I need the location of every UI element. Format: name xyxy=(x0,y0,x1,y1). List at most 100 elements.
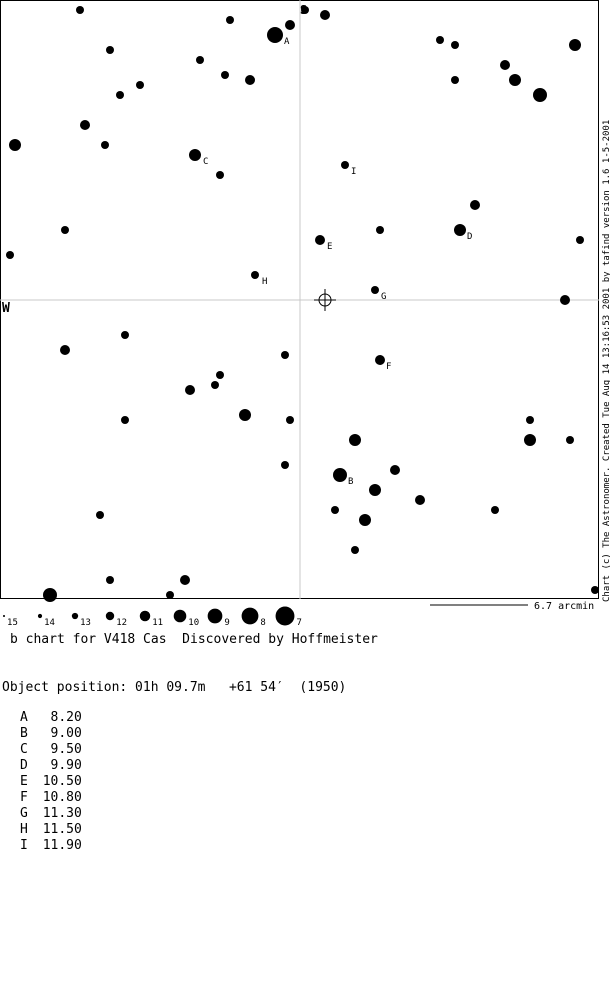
sequence-star-id: H xyxy=(20,822,28,837)
sequence-row: B 9.00 xyxy=(20,726,82,742)
field-star xyxy=(211,381,219,389)
field-star xyxy=(359,514,371,526)
magnitude-scale-dot xyxy=(241,607,259,625)
magnitude-scale-label: 14 xyxy=(44,618,55,628)
star-labels: A B C D E F G H I xyxy=(203,37,472,487)
magnitude-scale-dot xyxy=(2,614,6,618)
field-star xyxy=(61,226,69,234)
sequence-star-id: E xyxy=(20,774,28,789)
magnitude-scale-dot xyxy=(37,613,43,619)
comparison-star-label: B xyxy=(348,477,353,487)
sequence-star-id: D xyxy=(20,758,28,773)
field-star xyxy=(509,74,521,86)
field-star xyxy=(500,60,510,70)
field-star xyxy=(369,484,381,496)
field-star xyxy=(390,465,400,475)
field-star xyxy=(415,495,425,505)
field-star xyxy=(560,295,570,305)
field-star xyxy=(349,434,361,446)
field-star xyxy=(9,139,21,151)
field-star xyxy=(341,161,349,169)
field-star xyxy=(333,468,347,482)
sequence-row: A 8.20 xyxy=(20,710,82,726)
field-star xyxy=(371,286,379,294)
field-star xyxy=(166,591,174,599)
sequence-star-id: A xyxy=(20,710,28,725)
object-position: Object position: 01h 09.7m +61 54′ (1950… xyxy=(2,680,347,695)
field-star xyxy=(451,41,459,49)
sequence-row: I 11.90 xyxy=(20,838,82,854)
comparison-star-label: H xyxy=(262,277,267,287)
sequence-star-mag: 10.80 xyxy=(42,790,82,805)
field-star xyxy=(281,351,289,359)
field-star xyxy=(281,461,289,469)
magnitude-scale-label: 8 xyxy=(260,618,265,628)
field-star xyxy=(351,546,359,554)
field-star xyxy=(566,436,574,444)
field-star xyxy=(43,588,57,602)
sequence-row: C 9.50 xyxy=(20,742,82,758)
sequence-row: F 10.80 xyxy=(20,790,82,806)
field-star xyxy=(185,385,195,395)
sequence-star-mag: 10.50 xyxy=(42,774,82,789)
field-star xyxy=(331,506,339,514)
sequence-star-id: C xyxy=(20,742,28,757)
field-star xyxy=(196,56,204,64)
comparison-sequence: A 8.20 B 9.00 C 9.50 D 9.90 E 10.50 F 10.80 G 11.30 H 1… xyxy=(20,710,82,854)
field-star xyxy=(301,6,309,14)
star-chart: A B C D E F G H I S W Chart (c) The Astronomer. … xyxy=(0,0,610,628)
sequence-star-mag: 9.90 xyxy=(50,758,82,773)
magnitude-scale-label: 7 xyxy=(296,618,301,628)
sequence-star-id: B xyxy=(20,726,28,741)
field-star xyxy=(189,149,201,161)
magnitude-scale-label: 15 xyxy=(7,618,18,628)
field-star xyxy=(436,36,444,44)
sequence-star-mag: 8.20 xyxy=(50,710,82,725)
field-star xyxy=(470,200,480,210)
field-star xyxy=(121,331,129,339)
field-star xyxy=(285,20,295,30)
chart-title: b chart for V418 Cas Discovered by Hoffm… xyxy=(10,632,378,647)
field-star xyxy=(216,171,224,179)
sequence-row: H 11.50 xyxy=(20,822,82,838)
comparison-star-label: I xyxy=(351,167,356,177)
magnitude-scale-dot xyxy=(173,609,187,623)
field-star xyxy=(569,39,581,51)
field-star xyxy=(315,235,325,245)
comparison-star-label: C xyxy=(203,157,208,167)
field-star xyxy=(524,434,536,446)
field-star xyxy=(226,16,234,24)
field-star xyxy=(320,10,330,20)
sequence-star-mag: 11.50 xyxy=(42,822,82,837)
comparison-star-label: G xyxy=(381,292,386,302)
field-star xyxy=(80,120,90,130)
magnitude-scale-label: 10 xyxy=(188,618,199,628)
field-star xyxy=(286,416,294,424)
sequence-star-mag: 9.00 xyxy=(50,726,82,741)
field-star xyxy=(245,75,255,85)
field-star xyxy=(101,141,109,149)
field-star xyxy=(251,271,259,279)
magnitude-scale-dot xyxy=(105,611,115,621)
field-star xyxy=(267,27,283,43)
magnitude-scale: 15 14 13 12 11 10 9 8 7 xyxy=(2,606,302,628)
field-star xyxy=(6,251,14,259)
magnitude-scale-label: 12 xyxy=(116,618,127,628)
comparison-star-label: E xyxy=(327,242,332,252)
sequence-star-id: F xyxy=(20,790,28,805)
field-star xyxy=(526,416,534,424)
field-star xyxy=(491,506,499,514)
comparison-star-label: D xyxy=(467,232,472,242)
magnitude-scale-label: 11 xyxy=(152,618,163,628)
magnitude-scale-label: 9 xyxy=(224,618,229,628)
field-star xyxy=(533,88,547,102)
field-star xyxy=(106,576,114,584)
sequence-star-id: G xyxy=(20,806,28,821)
field-star xyxy=(376,226,384,234)
field-star xyxy=(216,371,224,379)
field-star xyxy=(116,91,124,99)
compass-south: S xyxy=(300,3,307,17)
sequence-star-mag: 11.90 xyxy=(42,838,82,853)
field-star xyxy=(180,575,190,585)
magnitude-scale-dot xyxy=(275,606,295,626)
